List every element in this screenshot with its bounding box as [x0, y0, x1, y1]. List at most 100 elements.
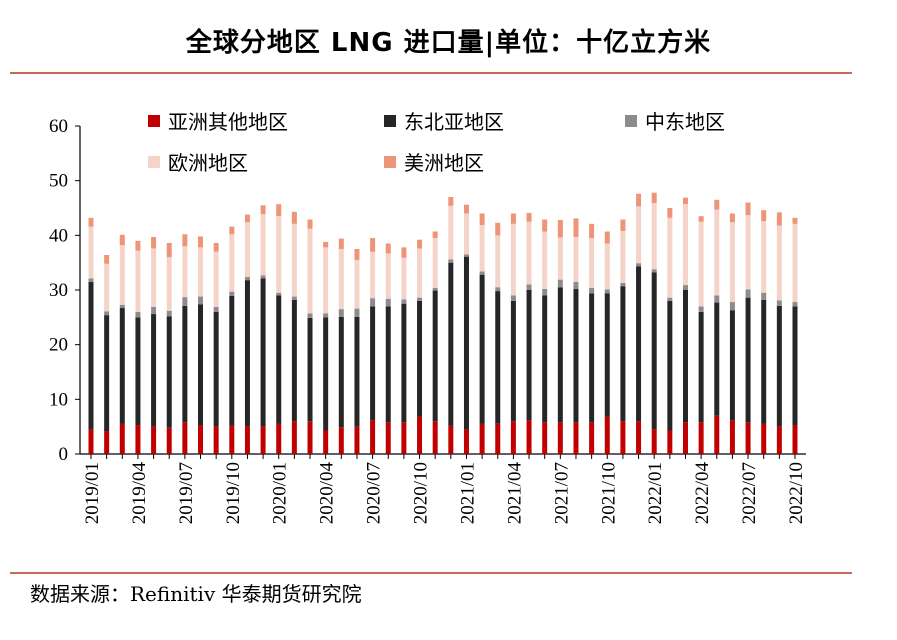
bar-segment	[557, 422, 563, 454]
bar-segment	[260, 278, 266, 427]
bar-segment	[761, 210, 767, 222]
bar-segment	[88, 217, 94, 227]
bar-segment	[620, 230, 626, 283]
bar-segment	[667, 297, 673, 301]
x-tick-label: 2022/07	[739, 462, 760, 524]
bar-segment	[448, 425, 454, 454]
bar-segment	[182, 305, 188, 423]
bar-segment	[104, 255, 110, 264]
bar-segment	[385, 253, 391, 299]
bar-segment	[198, 425, 204, 454]
bar-segment	[761, 299, 767, 424]
chart-title: 全球分地区 LNG 进口量|单位：十亿立方米	[185, 28, 712, 58]
x-tick-label: 2022/10	[786, 462, 807, 524]
bar-segment	[182, 246, 188, 298]
bar-segment	[667, 300, 673, 431]
bar-segment	[667, 208, 673, 218]
bar-segment	[448, 259, 454, 263]
bar-segment	[745, 215, 751, 290]
legend-swatch	[148, 156, 160, 168]
bar-segment	[417, 416, 423, 454]
bars	[88, 192, 798, 454]
bar-segment	[573, 422, 579, 454]
bar-segment	[385, 243, 391, 254]
bar-segment	[495, 222, 501, 236]
bar-segment	[495, 291, 501, 424]
bar-segment	[276, 292, 282, 296]
bar-segment	[698, 221, 704, 307]
bar-segment	[151, 306, 157, 315]
bar-segment	[401, 303, 407, 423]
bar-segment	[182, 297, 188, 306]
bar-segment	[401, 257, 407, 300]
bar-segment	[401, 422, 407, 454]
bar-segment	[182, 422, 188, 454]
bar-segment	[479, 224, 485, 272]
bar-segment	[495, 235, 501, 288]
bar-segment	[542, 422, 548, 454]
bar-segment	[729, 222, 735, 303]
bar-segment	[354, 249, 360, 260]
bar-segment	[323, 317, 329, 431]
bar-segment	[761, 221, 767, 293]
source-note: 数据来源：Refinitiv 华泰期货研究院	[30, 582, 362, 606]
bar-segment	[260, 214, 266, 276]
bar-segment	[104, 311, 110, 316]
bar-segment	[229, 226, 235, 235]
bar-segment	[542, 231, 548, 289]
bar-segment	[479, 271, 485, 275]
bar-segment	[776, 212, 782, 226]
bar-segment	[448, 205, 454, 260]
bar-segment	[636, 206, 642, 264]
bar-segment	[291, 223, 297, 297]
bar-segment	[338, 249, 344, 310]
bar-segment	[557, 279, 563, 288]
bar-segment	[385, 298, 391, 307]
x-tick-label: 2020/04	[317, 462, 338, 525]
bar-segment	[636, 266, 642, 422]
bar-segment	[323, 247, 329, 314]
bar-segment	[229, 234, 235, 292]
legend-label: 欧洲地区	[168, 151, 248, 175]
bar-segment	[589, 293, 595, 423]
bar-segment	[776, 426, 782, 454]
y-tick-label: 10	[49, 389, 68, 410]
x-tick-label: 2021/01	[457, 462, 478, 524]
bar-segment	[151, 248, 157, 307]
bar-segment	[432, 238, 438, 288]
y-tick-label: 40	[49, 225, 68, 246]
y-tick-label: 0	[59, 444, 69, 465]
x-tick-label: 2019/01	[82, 462, 103, 524]
bar-segment	[526, 420, 532, 454]
bar-segment	[417, 239, 423, 249]
y-tick-label: 50	[49, 171, 68, 192]
bar-segment	[276, 216, 282, 293]
bar-segment	[401, 299, 407, 304]
bar-segment	[745, 289, 751, 298]
bar-segment	[229, 296, 235, 426]
bar-segment	[88, 429, 94, 454]
bar-segment	[667, 430, 673, 454]
x-tick-label: 2022/01	[645, 462, 666, 524]
bar-segment	[792, 425, 798, 454]
bar-segment	[417, 300, 423, 417]
bar-segment	[432, 287, 438, 291]
x-tick-label: 2021/07	[551, 462, 572, 524]
bar-segment	[729, 302, 735, 311]
bar-segment	[714, 209, 720, 296]
x-tick-label: 2021/04	[504, 462, 525, 525]
bar-segment	[557, 287, 563, 423]
bar-segment	[432, 231, 438, 239]
bar-segment	[166, 257, 172, 311]
bar-segment	[119, 304, 125, 309]
bar-segment	[651, 269, 657, 273]
bar-segment	[682, 290, 688, 423]
bar-segment	[729, 310, 735, 421]
bar-segment	[291, 211, 297, 224]
bar-segment	[745, 297, 751, 423]
bar-segment	[682, 285, 688, 290]
bar-segment	[135, 425, 141, 454]
bar-segment	[792, 223, 798, 303]
bar-segment	[526, 212, 532, 222]
